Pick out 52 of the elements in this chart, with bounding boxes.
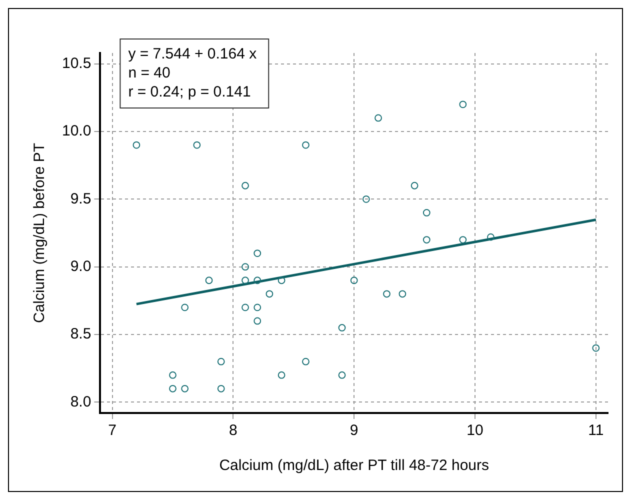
- point: [422, 236, 430, 244]
- y-tick-label: 9.5: [70, 190, 92, 208]
- y-tick-label: 8.0: [70, 393, 92, 410]
- point: [242, 263, 249, 271]
- annotation: y = 7.544 + 0.164 x: [128, 46, 258, 63]
- point: [217, 358, 225, 366]
- point: [410, 182, 418, 190]
- x-tick-label: 7: [108, 422, 116, 440]
- x-axis-title: Calcium (mg/dL) after PT till 48-72 hours: [219, 457, 490, 474]
- point: [278, 371, 286, 379]
- point: [422, 209, 430, 216]
- point: [254, 304, 262, 312]
- point: [132, 141, 140, 149]
- point: [254, 317, 262, 325]
- point: [362, 195, 370, 203]
- annotation: r = 0.24; p = 0.141: [128, 84, 251, 101]
- point: [181, 304, 189, 312]
- point: [169, 384, 176, 392]
- y-axis-title: Calcium (mg/dL) before PT: [31, 142, 48, 324]
- point: [302, 358, 310, 366]
- point: [254, 276, 262, 284]
- point: [205, 276, 213, 284]
- point: [266, 290, 274, 298]
- x-tick-label: 9: [350, 422, 358, 440]
- point: [338, 324, 346, 332]
- annotation: n = 40: [128, 64, 170, 82]
- y-tick-label: 9.0: [70, 258, 92, 275]
- point: [242, 182, 249, 190]
- point: [278, 276, 286, 284]
- point: [592, 344, 600, 352]
- point: [169, 371, 176, 379]
- x-tick-label: 11: [588, 422, 604, 440]
- point: [459, 236, 467, 244]
- point: [350, 276, 358, 284]
- x-tick-label: 10: [466, 422, 484, 440]
- point: [383, 290, 390, 298]
- point: [374, 114, 382, 122]
- point: [487, 233, 494, 241]
- point: [193, 141, 201, 149]
- x-tick-label: 8: [229, 422, 238, 440]
- point: [181, 384, 189, 392]
- point: [459, 100, 467, 108]
- point: [398, 290, 406, 298]
- point: [242, 304, 249, 312]
- point: [254, 250, 262, 257]
- point: [302, 141, 310, 149]
- point: [338, 371, 346, 379]
- y-tick-label: 10.5: [62, 54, 92, 72]
- y-tick-label: 8.5: [70, 326, 92, 343]
- point: [217, 384, 225, 392]
- y-tick-label: 10.0: [62, 122, 92, 140]
- point: [242, 276, 249, 284]
